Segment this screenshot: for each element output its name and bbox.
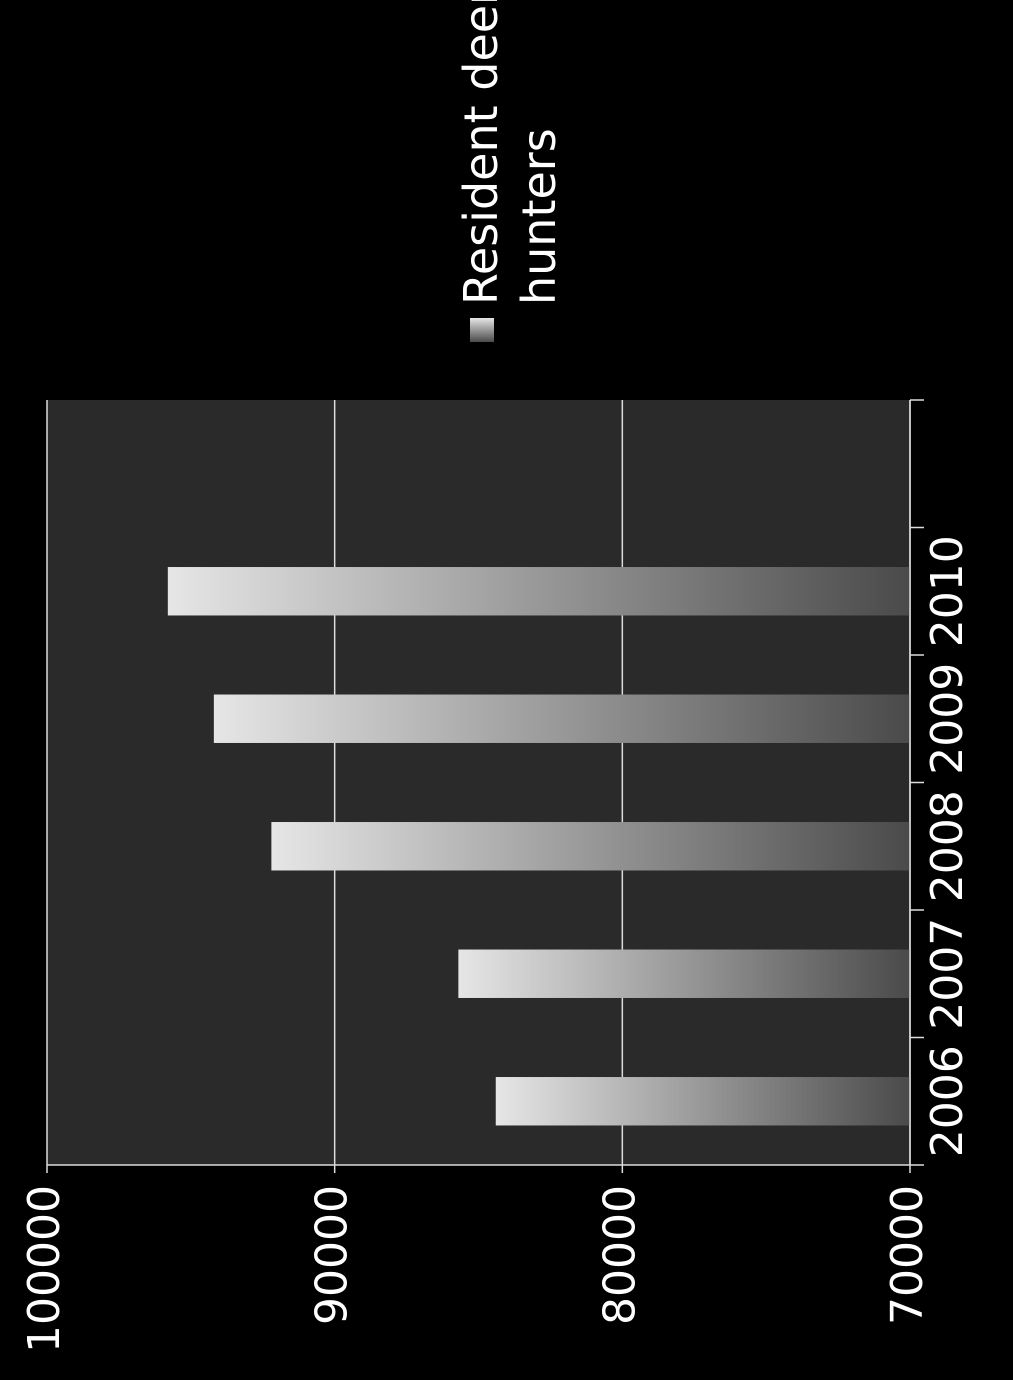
bars [167,567,910,1126]
category-label: 2007 [922,918,973,1030]
legend-swatch [470,318,494,342]
value-tick-label: 70000 [882,1185,933,1325]
legend-label: hunters [512,128,566,305]
legend: Resident deer hunters [454,0,566,342]
category-label: 2009 [922,663,973,775]
legend-label: Resident deer [454,0,508,305]
value-tick-label: 80000 [594,1185,645,1325]
category-label: 2006 [922,1045,973,1157]
value-tick-label: 90000 [307,1185,358,1325]
bar [271,822,910,871]
category-label: 2008 [922,790,973,902]
bar [458,949,910,998]
bar [495,1077,910,1126]
value-tick-label: 100000 [19,1185,70,1353]
axes: 70000 80000 90000 100000 2006 2007 2008 2009 201… [19,399,973,1353]
plot-area [47,400,910,1165]
category-label: 2010 [922,535,973,647]
bar [213,694,910,743]
bar [167,567,910,616]
